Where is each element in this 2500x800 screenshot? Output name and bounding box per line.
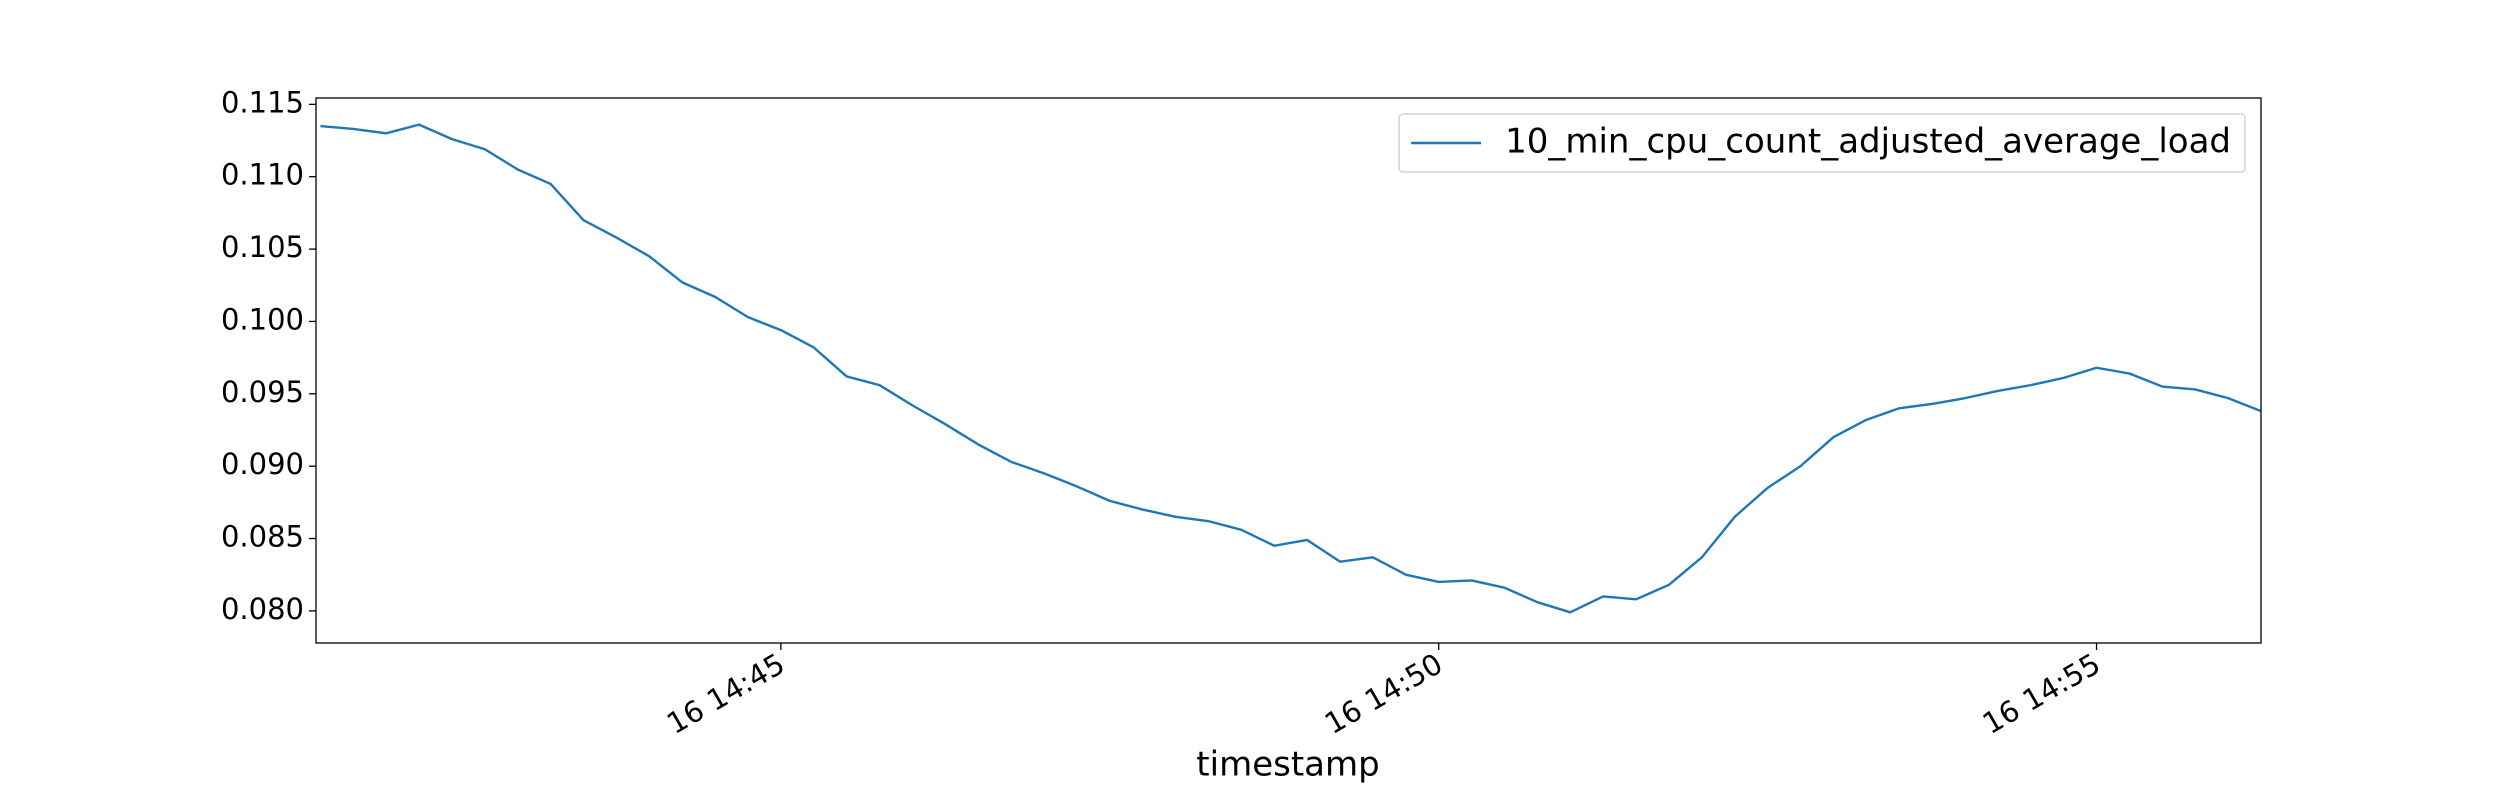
legend-box [1398, 113, 2246, 173]
data-line [320, 123, 2262, 614]
x-tick-label: 16 14:50 [1319, 647, 1448, 741]
y-tick-label: 0.115 [221, 85, 304, 119]
y-tick-label: 0.085 [221, 520, 304, 554]
plot-frame [315, 97, 2262, 644]
y-tick-label: 0.100 [221, 302, 304, 336]
x-axis-label: timestamp [1196, 745, 1379, 785]
y-tick-label: 0.080 [221, 592, 304, 626]
y-tick-label: 0.090 [221, 447, 304, 481]
y-tick-label: 0.110 [221, 158, 304, 192]
y-tick-label: 0.095 [221, 375, 304, 409]
x-tick-label: 16 14:45 [661, 647, 790, 741]
legend: 10_min_cpu_count_adjusted_average_load [1398, 113, 2246, 173]
y-tick-label: 0.105 [221, 230, 304, 264]
legend-label: 10_min_cpu_count_adjusted_average_load [1505, 122, 2231, 162]
x-tick-label: 16 14:55 [1977, 647, 2106, 741]
